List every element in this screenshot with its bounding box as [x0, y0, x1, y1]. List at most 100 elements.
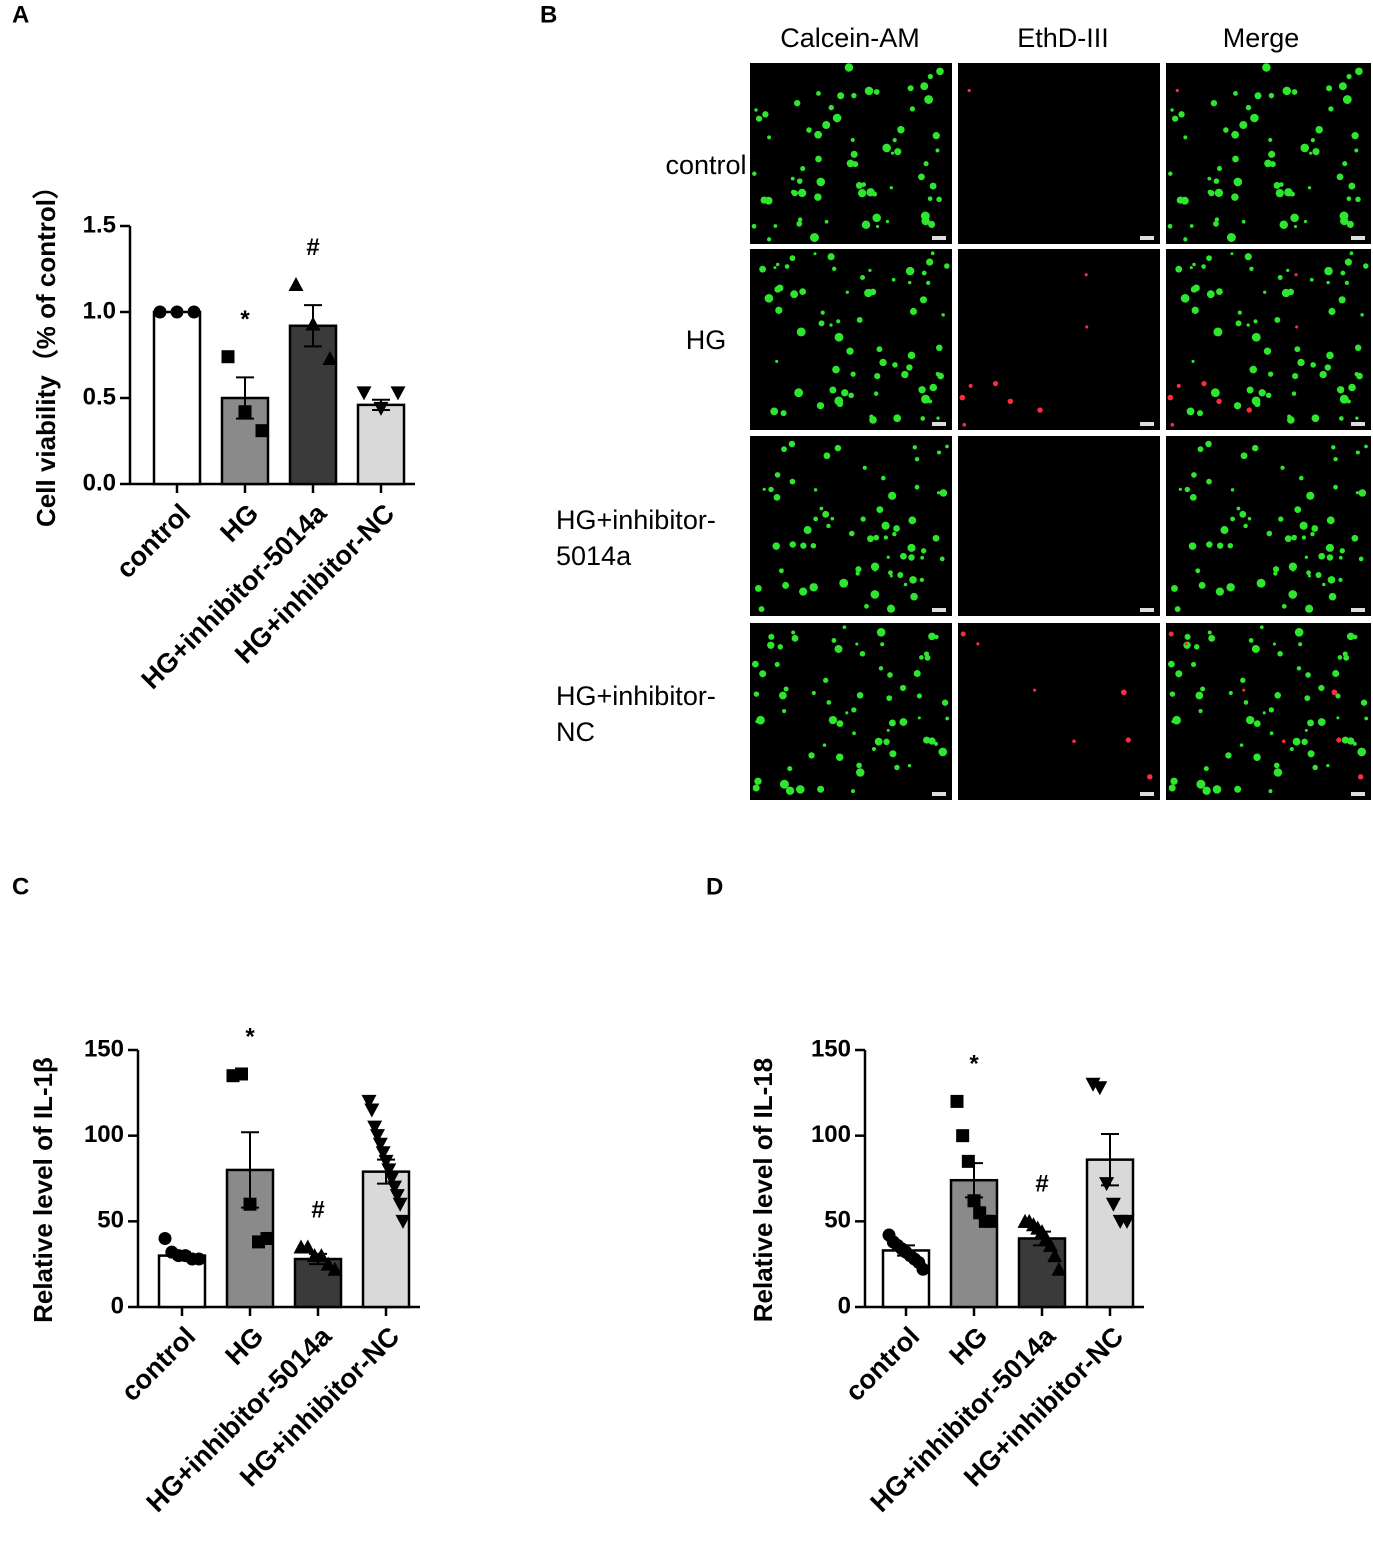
cell	[790, 176, 795, 181]
cell	[1170, 423, 1175, 427]
cell	[1188, 542, 1197, 550]
column-label: EthD-III	[1017, 23, 1109, 53]
cell	[1243, 523, 1248, 529]
cell	[1305, 672, 1311, 678]
data-point	[389, 1189, 405, 1204]
cell	[811, 690, 816, 696]
cell	[1336, 737, 1342, 743]
cell	[797, 217, 803, 222]
cell	[1273, 762, 1280, 769]
cell	[1191, 472, 1197, 478]
cell	[829, 323, 833, 327]
cell	[1357, 747, 1367, 757]
cell	[1226, 583, 1235, 592]
cell	[866, 188, 875, 197]
scale-bar	[1140, 608, 1154, 612]
cell	[1304, 728, 1308, 732]
cell	[820, 310, 825, 315]
cell	[920, 416, 926, 421]
cell	[1174, 606, 1181, 613]
cell	[1298, 642, 1303, 647]
cell	[813, 488, 818, 492]
cell	[1183, 237, 1188, 242]
cell	[941, 699, 949, 706]
cell	[886, 604, 896, 613]
row-label: 5014a	[556, 541, 632, 571]
cell	[836, 400, 844, 408]
cell	[1186, 407, 1195, 416]
cell	[818, 320, 825, 327]
cell	[1344, 280, 1350, 286]
cell	[1253, 753, 1261, 761]
cell	[910, 592, 918, 601]
cell	[777, 644, 783, 650]
cell	[944, 263, 950, 269]
cell	[1268, 92, 1275, 99]
y-tick-label: 0	[838, 1292, 851, 1319]
micrograph	[750, 436, 952, 616]
cell	[1312, 148, 1320, 156]
cell	[899, 684, 907, 692]
cell	[800, 165, 806, 172]
cell	[1298, 475, 1304, 481]
cell	[1184, 633, 1191, 640]
cell	[851, 92, 857, 99]
cell	[897, 571, 904, 578]
cell	[908, 280, 912, 285]
cell	[1192, 262, 1196, 267]
cell	[1239, 510, 1247, 518]
cell	[878, 666, 884, 671]
cell	[1206, 255, 1212, 262]
cell	[1326, 763, 1330, 768]
cell	[752, 171, 757, 176]
cell	[909, 576, 917, 584]
cell	[768, 486, 774, 493]
cell	[928, 399, 933, 404]
cell	[1282, 86, 1292, 96]
cell	[816, 402, 825, 410]
cell	[861, 220, 871, 230]
scale-bar	[1351, 792, 1365, 796]
cell	[939, 556, 945, 562]
cell	[894, 764, 900, 771]
cell	[921, 270, 927, 276]
cell	[1235, 320, 1242, 327]
cell	[1355, 67, 1363, 76]
cell	[1268, 707, 1275, 713]
cell	[1287, 416, 1295, 424]
cell	[774, 472, 781, 478]
cell	[1216, 165, 1223, 172]
cell	[767, 641, 775, 649]
cell	[850, 137, 855, 142]
cell	[1167, 223, 1173, 229]
cell	[864, 603, 869, 609]
data-point	[255, 424, 269, 438]
cell	[1269, 731, 1274, 736]
cell	[754, 584, 762, 592]
cell	[934, 741, 938, 746]
cell	[1328, 592, 1337, 601]
cell	[936, 67, 944, 76]
y-tick-label: 0	[111, 1292, 124, 1319]
cell	[775, 262, 780, 267]
cell	[819, 506, 824, 511]
cell	[1307, 719, 1314, 727]
cell	[1333, 484, 1338, 490]
cell	[930, 251, 935, 256]
cell	[1256, 578, 1266, 588]
cell	[1300, 143, 1309, 153]
cell	[841, 389, 849, 397]
cell	[1251, 644, 1260, 653]
cell	[855, 642, 859, 646]
cell	[873, 568, 877, 572]
data-point	[288, 276, 304, 291]
cell	[890, 151, 895, 155]
cell	[889, 574, 893, 578]
cell	[886, 728, 890, 732]
cell	[920, 82, 929, 91]
cell	[1272, 566, 1280, 573]
cell	[1175, 88, 1179, 93]
cell	[887, 672, 893, 678]
cell	[1213, 220, 1219, 227]
cell	[1303, 219, 1308, 224]
